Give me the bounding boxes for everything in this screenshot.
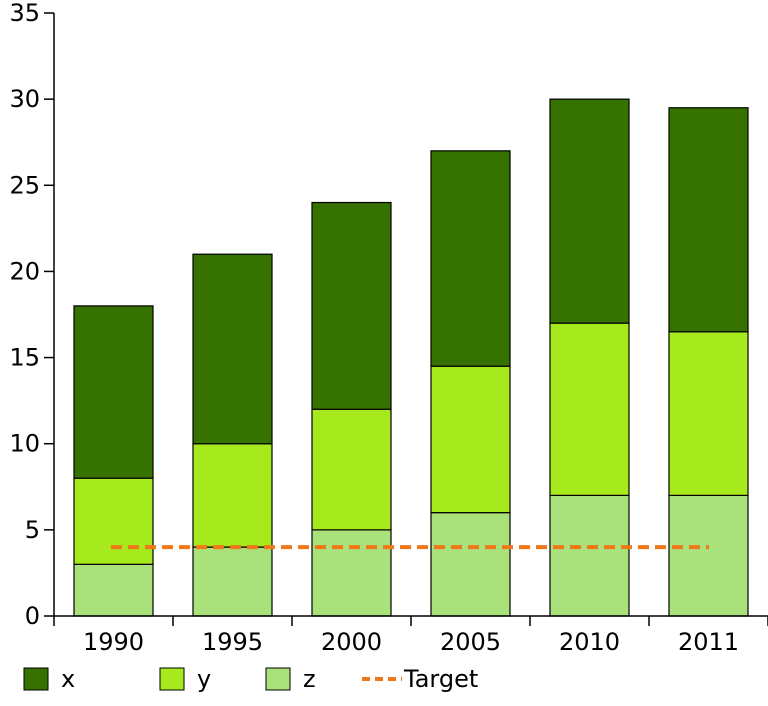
x-tick-label: 2011 <box>678 628 739 656</box>
legend-label-Target: Target <box>403 665 478 693</box>
y-tick-label: 10 <box>9 430 40 458</box>
bar-segment-y-1990 <box>73 477 154 565</box>
legend-swatch-x <box>23 667 49 691</box>
bar-segment-y-2011 <box>668 331 749 497</box>
bar-segment-x-2011 <box>668 107 749 333</box>
bar-segment-z-2010 <box>549 494 630 617</box>
y-tick-label: 20 <box>9 257 40 285</box>
x-tick-label: 2005 <box>440 628 501 656</box>
bar-segment-x-1990 <box>73 305 154 479</box>
y-tick-label: 15 <box>9 344 40 372</box>
bar-segment-x-1995 <box>192 253 273 445</box>
bar-segment-y-2005 <box>430 365 511 514</box>
x-tick-label: 2010 <box>559 628 620 656</box>
bar-segment-z-2000 <box>311 529 392 617</box>
legend-swatch-y <box>159 667 185 691</box>
bar-segment-y-2010 <box>549 322 630 497</box>
y-tick-label: 0 <box>25 602 40 630</box>
x-tick-label: 2000 <box>321 628 382 656</box>
bar-segment-z-1990 <box>73 563 154 617</box>
bar-segment-y-2000 <box>311 408 392 531</box>
bar-segment-z-1995 <box>192 546 273 617</box>
y-tick-label: 25 <box>9 171 40 199</box>
legend-label-y: y <box>197 665 211 693</box>
legend: x y z Target <box>23 665 478 693</box>
bars-group <box>73 98 749 617</box>
bar-segment-x-2005 <box>430 150 511 367</box>
x-tick-label: 1990 <box>83 628 144 656</box>
axes-group: 0 5 10 15 20 25 30 35 1990 1995 2000 2005 2010 2011 <box>9 0 768 656</box>
bar-segment-z-2005 <box>430 512 511 617</box>
legend-label-x: x <box>61 665 75 693</box>
bar-segment-x-2000 <box>311 201 392 410</box>
x-tick-label: 1995 <box>202 628 263 656</box>
y-tick-label: 5 <box>25 516 40 544</box>
bar-segment-y-1995 <box>192 443 273 548</box>
bar-segment-z-2011 <box>668 494 749 617</box>
legend-swatch-z <box>265 667 291 691</box>
y-tick-label: 35 <box>9 0 40 27</box>
legend-label-z: z <box>303 665 316 693</box>
y-tick-label: 30 <box>9 85 40 113</box>
bar-segment-x-2010 <box>549 98 630 324</box>
